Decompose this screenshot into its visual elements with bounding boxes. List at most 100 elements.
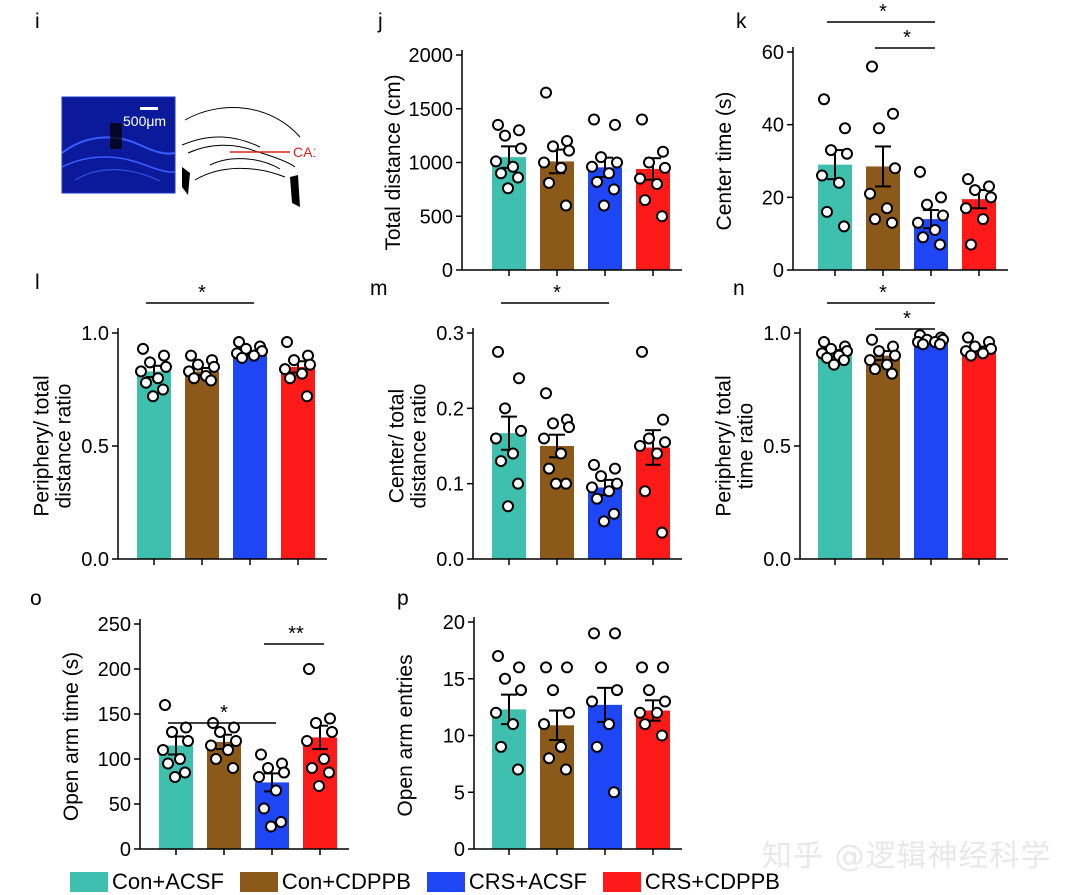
significance-marker: * [879,1,887,23]
y-tick-label: 0.2 [436,398,464,420]
y-tick-label: 40 [762,115,784,137]
y-tick-label: 0.5 [763,436,791,458]
data-point [886,216,898,229]
data-point [603,485,615,498]
data-point [135,365,147,378]
data-point [499,402,511,415]
data-point [818,336,830,349]
data-point [636,345,648,358]
data-point [965,349,977,362]
data-point [962,331,974,344]
panel-label-k: k [736,10,747,33]
bar-n-2 [914,340,948,559]
data-point [157,744,169,756]
data-point [560,477,572,490]
data-point [555,447,567,460]
data-point [169,771,181,783]
data-point [643,684,655,697]
data-point [977,213,989,226]
legend-swatch [426,872,465,892]
data-point [248,349,260,362]
y-axis-title-k: Center time (s) [713,92,736,231]
data-point [182,735,194,747]
ca1-label: CA1 [293,144,315,160]
y-tick-label: 0.0 [763,549,791,571]
y-tick-label: 1500 [409,99,454,121]
data-point [227,762,239,774]
data-point [162,757,174,770]
y-tick-label: 0 [773,260,784,282]
bar-m-1 [540,446,574,559]
data-point [560,199,572,212]
y-tick-label: 5 [454,782,465,804]
data-point [490,706,502,719]
hippocampus-outline [61,136,176,155]
data-point [185,349,197,362]
data-point [180,721,192,734]
data-point [656,729,668,742]
data-point [969,184,981,197]
y-tick-label: 200 [98,659,131,681]
legend-swatch [602,872,641,892]
bar-n-1 [866,355,900,559]
data-point [296,367,308,380]
data-point [609,627,621,640]
data-point [306,762,318,774]
data-point [929,224,941,237]
legend-swatch [239,872,278,892]
data-point [495,167,507,180]
data-point [603,167,615,180]
data-point [838,354,850,367]
data-point [512,477,524,490]
data-point [512,763,524,776]
data-point [318,753,330,765]
data-point [825,144,837,157]
data-point [869,363,881,376]
data-point [818,93,830,106]
data-point [157,383,169,396]
data-point [492,650,504,663]
data-point [210,753,222,765]
data-point [588,458,600,471]
y-tick-label: 0 [442,260,453,282]
data-point [555,161,567,174]
data-point [253,771,265,783]
bar-p-0 [492,709,526,849]
data-point [586,695,598,708]
panel-label-p: p [397,587,409,610]
y-tick-label: 10 [443,726,465,748]
data-point [609,118,621,131]
data-point [595,661,607,674]
data-point [205,739,217,752]
data-point [555,740,567,753]
data-point [561,135,573,147]
data-point [159,699,171,711]
data-point [588,627,600,640]
data-point [144,356,156,369]
data-point [921,198,933,211]
data-point [281,336,293,349]
data-point [588,113,600,126]
data-point [515,142,527,155]
data-point [326,726,338,738]
data-point [912,216,924,229]
data-point [639,718,651,731]
bar-l-1 [185,371,219,559]
significance-marker: * [198,282,206,304]
y-tick-label: 0.0 [81,549,109,571]
data-point [934,338,946,351]
data-point [934,238,946,251]
data-point [547,684,559,697]
data-point [839,122,851,135]
data-point [634,440,646,452]
data-point [538,156,550,169]
data-point [962,173,974,186]
y-axis-title-n: Periphery/ totaltime ratio [713,375,758,516]
data-point [563,421,575,434]
data-point [977,347,989,360]
data-point [543,752,555,765]
data-point [515,684,527,697]
significance-marker: * [553,282,561,304]
data-point [651,447,663,460]
